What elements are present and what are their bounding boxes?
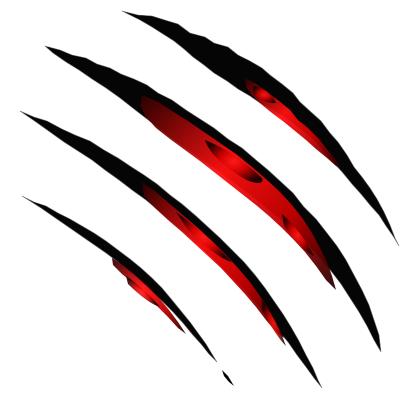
scratch-mark-2 (44, 45, 382, 353)
scratch-1-outer (121, 10, 400, 247)
scratch-2-outer (44, 45, 382, 353)
scratch-4-outer (21, 195, 218, 363)
scratch-2-red-spot (205, 140, 263, 183)
scratch-3-outer (19, 110, 323, 389)
scratch-3-red-spot (176, 212, 232, 262)
scratch-4-tail (222, 370, 234, 386)
scratch-2-red-core (140, 95, 336, 290)
scratch-mark-1 (121, 10, 400, 247)
scratch-1-red-spot (253, 86, 276, 104)
scratch-mark-3 (19, 110, 323, 389)
scratch-4-red-spot (126, 276, 160, 307)
scratch-mark-4 (21, 195, 234, 386)
scratch-3-red-core (142, 182, 284, 338)
scratch-3-red-spot-low (262, 300, 286, 346)
scratch-2-red-spot-low (282, 214, 314, 256)
